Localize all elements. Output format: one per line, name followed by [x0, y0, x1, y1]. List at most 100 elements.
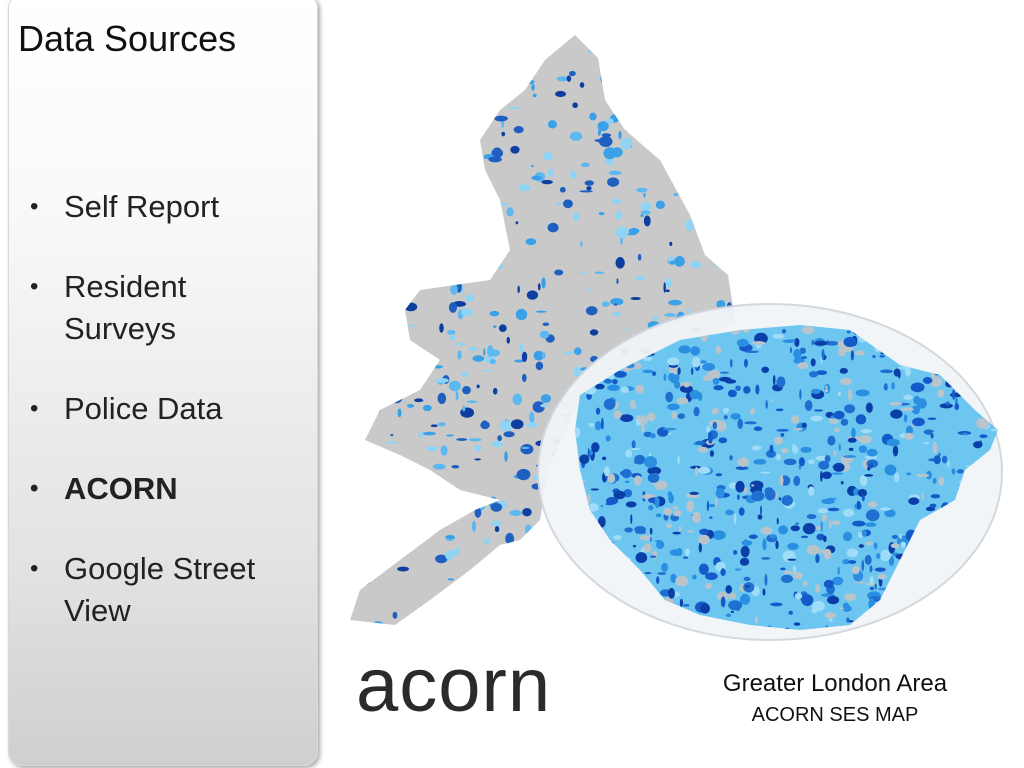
map-speckle	[540, 403, 548, 408]
map-speckle	[664, 57, 672, 66]
map-speckle	[695, 440, 706, 446]
map-speckle	[474, 507, 482, 518]
map-speckle	[935, 607, 944, 615]
map-speckle	[850, 349, 855, 361]
map-speckle	[467, 199, 470, 210]
map-speckle	[340, 136, 346, 143]
map-speckle	[588, 615, 597, 627]
map-speckle	[994, 377, 998, 388]
map-speckle	[489, 231, 504, 236]
map-speckle	[614, 615, 627, 619]
map-speckle	[715, 345, 722, 355]
map-speckle	[706, 425, 711, 433]
map-speckle	[407, 381, 419, 387]
map-speckle	[652, 315, 659, 320]
map-speckle	[649, 527, 653, 535]
map-speckle	[497, 435, 502, 442]
map-speckle	[396, 38, 406, 46]
map-speckle	[679, 598, 684, 607]
map-speckle	[655, 89, 669, 97]
map-speckle	[723, 415, 728, 420]
map-speckle	[832, 576, 844, 586]
map-speckle	[793, 622, 801, 626]
map-speckle	[549, 611, 563, 618]
map-speckle	[774, 436, 784, 445]
map-speckle	[350, 302, 355, 310]
map-speckle	[853, 488, 860, 496]
map-speckle	[667, 491, 673, 497]
map-speckle	[707, 504, 716, 508]
map-speckle	[646, 48, 650, 52]
map-speckle	[630, 400, 637, 408]
map-speckle	[930, 432, 934, 439]
map-speckle	[753, 426, 763, 432]
map-speckle	[479, 232, 484, 241]
map-speckle	[422, 363, 425, 374]
map-speckle	[877, 573, 887, 580]
map-speckle	[692, 158, 704, 169]
map-speckle	[687, 530, 694, 533]
map-speckle	[919, 619, 927, 626]
map-speckle	[609, 612, 620, 622]
map-speckle	[710, 251, 716, 258]
map-speckle	[869, 565, 873, 573]
map-speckle	[694, 466, 699, 476]
map-speckle	[961, 349, 967, 355]
map-speckle	[690, 261, 702, 269]
map-speckle	[658, 27, 669, 33]
map-speckle	[739, 557, 750, 566]
map-speckle	[751, 484, 755, 487]
map-speckle	[842, 455, 857, 458]
map-speckle	[350, 560, 355, 564]
map-speckle	[350, 323, 356, 330]
map-speckle	[712, 215, 721, 227]
map-speckle	[737, 494, 740, 500]
map-speckle	[794, 337, 800, 347]
map-speckle	[494, 526, 500, 533]
map-speckle	[632, 544, 637, 548]
map-speckle	[703, 41, 716, 49]
map-speckle	[501, 131, 506, 137]
map-speckle	[350, 77, 354, 81]
map-speckle	[683, 170, 688, 181]
map-speckle	[506, 336, 511, 344]
map-speckle	[669, 260, 675, 265]
map-speckle	[655, 200, 665, 210]
map-speckle	[787, 558, 797, 561]
map-speckle	[369, 366, 374, 369]
map-speckle	[488, 572, 494, 582]
map-speckle	[503, 431, 515, 438]
map-speckle	[644, 30, 658, 32]
map-speckle	[802, 522, 816, 535]
map-speckle	[937, 347, 948, 352]
map-speckle	[541, 352, 546, 359]
map-speckle	[467, 131, 474, 139]
map-speckle	[986, 581, 998, 587]
map-speckle	[674, 147, 686, 156]
map-speckle	[884, 464, 897, 476]
map-speckle	[403, 177, 414, 181]
map-speckle	[594, 587, 597, 590]
map-speckle	[615, 226, 629, 239]
map-speckle	[775, 453, 782, 461]
map-speckle	[547, 222, 559, 233]
map-speckle	[912, 417, 925, 427]
map-speckle	[842, 531, 853, 542]
map-speckle	[939, 403, 953, 409]
map-speckle	[379, 518, 390, 525]
map-speckle	[686, 632, 691, 639]
map-speckle	[672, 505, 678, 510]
map-speckle	[780, 574, 793, 584]
map-speckle	[866, 448, 878, 457]
map-speckle	[815, 584, 820, 593]
map-speckle	[720, 568, 726, 577]
map-speckle	[931, 608, 941, 613]
map-speckle	[698, 180, 711, 185]
map-speckle	[620, 386, 629, 394]
map-speckle	[979, 434, 988, 438]
map-speckle	[588, 289, 592, 292]
map-speckle	[468, 346, 478, 352]
map-speckle	[717, 149, 730, 162]
map-speckle	[781, 495, 794, 506]
map-speckle	[762, 588, 766, 596]
